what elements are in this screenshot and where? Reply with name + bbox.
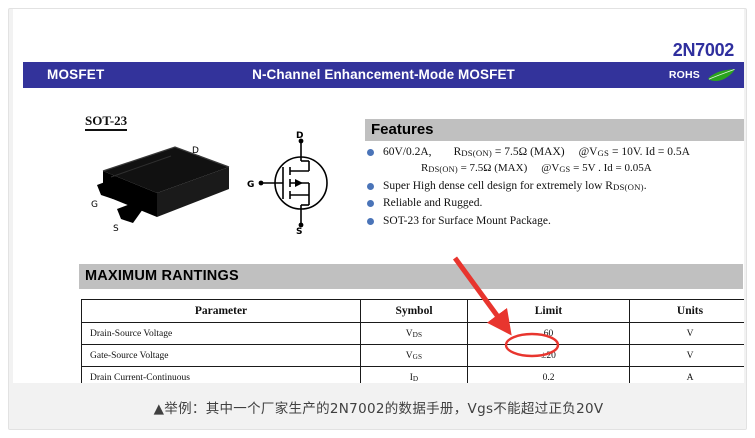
column-header-limit: Limit (467, 299, 630, 323)
feature-item-4: SOT-23 for Surface Mount Package. (367, 215, 744, 228)
rohs-leaf-icon (706, 68, 736, 83)
cell-units: V (629, 322, 744, 345)
features-list: 60V/0.2A, RDS(ON) = 7.5Ω (MAX) @VGS = 10V.… (367, 146, 744, 233)
maximum-ratings-heading: MAXIMUM RANTINGS (85, 268, 239, 284)
rdson-subscript-3: DS(ON) (612, 181, 644, 192)
rohs-label: ROHS (668, 69, 700, 81)
cell-limit: 0.2 (467, 366, 630, 383)
vgs-value: = 10V. Id = 0.5A (611, 146, 690, 158)
cell-symbol: VDS (360, 322, 468, 345)
vgs-subscript: GS (597, 148, 610, 159)
rdson-label: R (453, 146, 462, 158)
rdson-subscript-2: DS(ON) (428, 164, 458, 174)
column-header-symbol: Symbol (360, 299, 468, 323)
vgs-label-2: @V (541, 161, 560, 174)
bullet-icon (367, 200, 374, 208)
vgs-subscript-2: GS (559, 164, 571, 174)
symbol-pin-d-label: D (296, 131, 303, 141)
ohm-symbol: Ω (518, 146, 528, 158)
header-category-label: MOSFET (47, 67, 105, 82)
cell-units: A (629, 366, 744, 383)
symbol-subscript: D (412, 374, 419, 383)
ohm-symbol-2: Ω (483, 161, 492, 174)
part-number-heading: 2N7002 (672, 40, 735, 60)
feature-lead-text: 60V/0.2A, (383, 146, 432, 158)
symbol-pin-g-label: G (247, 180, 254, 190)
table-row: Drain-Source Voltage VDS 60 V (81, 322, 744, 345)
cell-limit: 60 (467, 322, 630, 345)
column-header-units: Units (629, 299, 744, 323)
caption-text: ▲举例：其中一个厂家生产的2N7002的数据手册，Vgs不能超过正负20V (153, 401, 604, 417)
symbol-main: V (405, 328, 413, 339)
rdson-max: (MAX) (530, 146, 565, 158)
feature-item-3: Reliable and Rugged. (367, 197, 744, 210)
table-row: Drain Current-Continuous ID 0.2 A (81, 366, 744, 383)
features-heading: Features (371, 121, 434, 138)
cell-symbol: ID (360, 366, 468, 383)
maximum-ratings-table: Parameter Symbol Limit Units Drain-Sourc… (81, 299, 744, 383)
rdson-value-2: = 7.5 (460, 161, 484, 174)
rdson-subscript: DS(ON) (461, 148, 493, 159)
feature-item-1-continued: RDS(ON) = 7.5Ω (MAX) @VGS = 5V . Id = 0.0… (367, 162, 744, 175)
bullet-icon (367, 218, 374, 226)
bullet-icon (367, 149, 374, 156)
svg-text:S: S (113, 224, 119, 233)
feature-text-suffix: . (643, 179, 647, 192)
cell-symbol: VGS (360, 344, 468, 367)
datasheet-page: 2N7002 MOSFET N-Channel Enhancement-Mode… (13, 9, 744, 383)
cell-parameter: Drain Current-Continuous (81, 366, 361, 383)
caption-bar: ▲举例：其中一个厂家生产的2N7002的数据手册，Vgs不能超过正负20V (9, 383, 746, 429)
header-title: N-Channel Enhancement-Mode MOSFET (252, 67, 515, 82)
vgs-value-2: = 5V . Id = 0.05A (573, 161, 652, 174)
symbol-subscript: DS (412, 330, 423, 339)
feature-text: SOT-23 for Surface Mount Package. (383, 215, 551, 228)
symbol-pin-s-label: S (296, 227, 302, 235)
feature-text: Reliable and Rugged. (383, 197, 483, 210)
table-header-row: Parameter Symbol Limit Units (81, 299, 744, 323)
rdson-label-2: R (421, 161, 429, 174)
cell-units: V (629, 344, 744, 367)
mosfet-schematic-symbol: D S G (241, 131, 351, 237)
vgs-label: @V (578, 146, 598, 158)
feature-item-1: 60V/0.2A, RDS(ON) = 7.5Ω (MAX) @VGS = 10V.… (367, 146, 744, 159)
rdson-value: = 7.5 (494, 146, 519, 158)
rdson-max-2: (MAX) (494, 161, 528, 174)
svg-text:D: D (192, 146, 199, 156)
datasheet-card: 2N7002 MOSFET N-Channel Enhancement-Mode… (8, 8, 747, 430)
sot23-package-illustration: G S D (79, 133, 239, 234)
maximum-ratings-section-band: MAXIMUM RANTINGS (79, 264, 743, 289)
feature-text: Super High dense cell design for extreme… (383, 179, 613, 192)
symbol-main: I (409, 372, 413, 383)
symbol-subscript: GS (412, 352, 423, 361)
package-name-label: SOT-23 (85, 113, 128, 132)
datasheet-header-bar: MOSFET N-Channel Enhancement-Mode MOSFET… (23, 62, 744, 88)
cell-parameter: Drain-Source Voltage (81, 322, 361, 345)
features-section-band: Features (365, 119, 744, 141)
symbol-main: V (405, 350, 413, 361)
cell-limit-highlighted: ±20 (467, 344, 630, 367)
column-header-parameter: Parameter (81, 299, 361, 323)
table-row: Gate-Source Voltage VGS ±20 V (81, 344, 744, 367)
feature-item-2: Super High dense cell design for extreme… (367, 180, 744, 193)
bullet-icon (367, 182, 374, 190)
cell-parameter: Gate-Source Voltage (81, 344, 361, 367)
svg-text:G: G (91, 200, 98, 210)
